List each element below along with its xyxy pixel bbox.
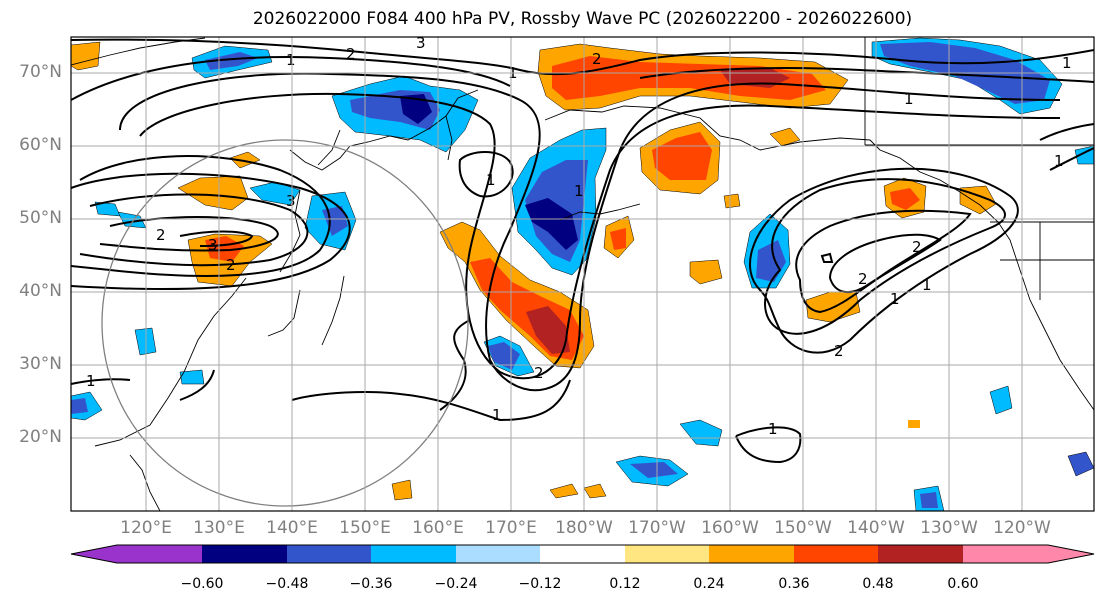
lat-label: 60°N (19, 135, 62, 155)
region-circle (101, 139, 469, 507)
colorbar-segment (71, 545, 117, 563)
colorbar-segment (371, 545, 456, 563)
lon-label: 120°W (993, 518, 1051, 538)
contour-label: 2 (346, 45, 356, 63)
colorbar-segment (794, 545, 878, 563)
lon-label: 160°E (412, 518, 464, 538)
colorbar-tick-label: −0.12 (518, 576, 562, 592)
colorbar-tick-label: 0.12 (609, 576, 641, 592)
contour-label: 1 (286, 51, 296, 69)
map-frame (70, 36, 1095, 512)
lon-label: 160°W (701, 518, 759, 538)
contour-label: 1 (574, 182, 584, 200)
contour-label: 1 (890, 290, 900, 308)
colorbar-tick-label: −0.60 (180, 576, 224, 592)
contour-label: 2 (534, 364, 544, 382)
contour-label: 2 (858, 270, 868, 288)
colorbar-segment (878, 545, 963, 563)
colorbar-segment (963, 545, 1048, 563)
colorbar-tick-label: 0.36 (778, 576, 810, 592)
colorbar-segment (709, 545, 794, 563)
lon-label: 130°W (920, 518, 978, 538)
contour-label: 2 (834, 342, 844, 360)
colorbar-tick-label: −0.48 (265, 576, 309, 592)
contour-label: 1 (768, 420, 778, 438)
lat-label: 50°N (19, 208, 62, 228)
lat-label: 70°N (19, 62, 62, 82)
lon-label: 140°E (266, 518, 318, 538)
contour-label: 2 (912, 238, 922, 256)
map-title: 2026022000 F084 400 hPa PV, Rossby Wave … (252, 9, 913, 29)
contour-label: 1 (492, 406, 502, 424)
contour-label: 1 (1062, 54, 1072, 72)
contour-label: 2 (226, 256, 236, 274)
colorbar-segment (202, 545, 287, 563)
contour-label: 1 (486, 171, 496, 189)
contour-label: 2 (592, 50, 602, 68)
colorbar-tick-label: −0.36 (349, 576, 393, 592)
contour-label: 1 (86, 372, 96, 390)
gridlines (71, 37, 1094, 511)
contour-label: 3 (416, 34, 426, 52)
colorbar-segment (287, 545, 371, 563)
lon-label: 130°E (193, 518, 245, 538)
pv-anomaly-fills (71, 37, 1094, 511)
lon-label: 120°E (120, 518, 172, 538)
contour-label: 3 (286, 192, 296, 210)
lat-label: 40°N (19, 281, 62, 301)
contour-label: 1 (904, 90, 914, 108)
lon-label: 170°W (628, 518, 686, 538)
lon-label: 150°E (339, 518, 391, 538)
colorbar-segment (456, 545, 540, 563)
lat-label: 30°N (19, 354, 62, 374)
contour-label: 3 (208, 236, 218, 254)
contour-label: 2 (156, 226, 166, 244)
colorbar-segment (117, 545, 202, 563)
colorbar-tick-label: 0.60 (947, 576, 979, 592)
colorbar-tick-label: −0.24 (434, 576, 478, 592)
lon-label: 140°W (847, 518, 905, 538)
colorbar-tick-label: 0.24 (693, 576, 725, 592)
colorbar-tick-label: 0.48 (862, 576, 894, 592)
lon-label: 180°W (555, 518, 613, 538)
lat-label: 20°N (19, 427, 62, 447)
pv-contours (71, 38, 1094, 464)
contour-label: 1 (1054, 152, 1064, 170)
contour-label: 1 (922, 276, 932, 294)
colorbar (70, 544, 1095, 564)
colorbar-segment (540, 545, 625, 563)
colorbar-segment (625, 545, 709, 563)
lon-label: 150°W (774, 518, 832, 538)
colorbar-segment (1048, 545, 1094, 563)
lon-label: 170°E (485, 518, 537, 538)
